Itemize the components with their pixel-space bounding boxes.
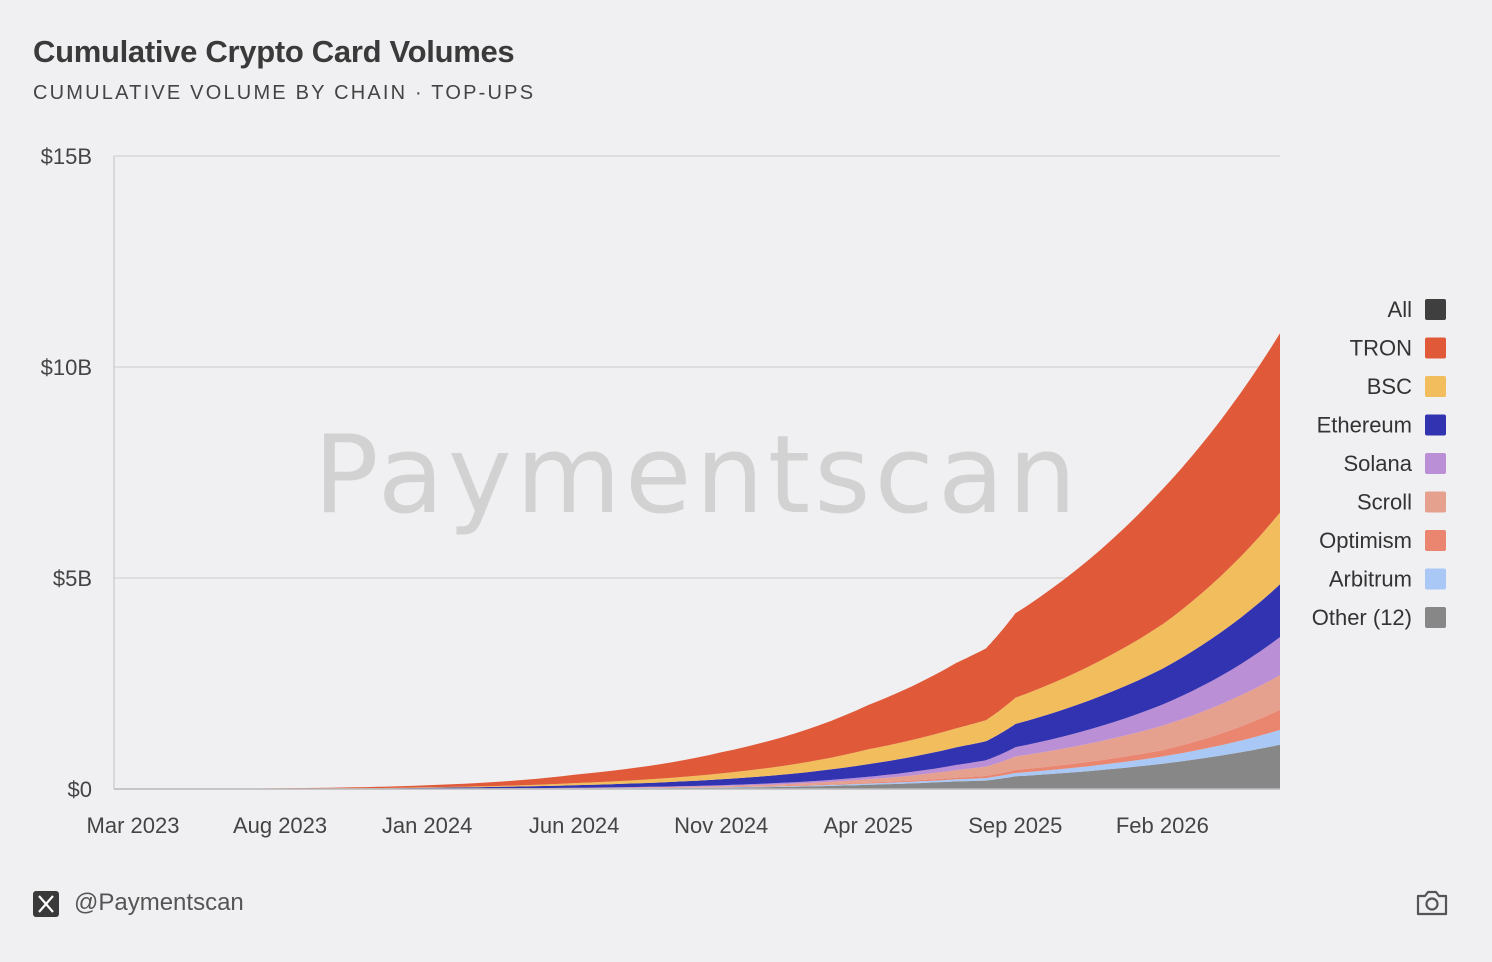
area-other-12[interactable] [133, 744, 1280, 789]
legend-swatch [1425, 337, 1446, 359]
legend-swatch [1425, 376, 1446, 397]
chart-title: Cumulative Crypto Card Volumes [33, 34, 515, 69]
legend[interactable]: All TRON BSC Ethereum Solana Scroll Optimism Ar… [1312, 297, 1446, 630]
legend-label: TRON [1350, 336, 1412, 361]
legend-swatch [1425, 453, 1446, 474]
legend-swatch [1425, 530, 1446, 551]
legend-label: Other (12) [1312, 605, 1412, 630]
series-areas [133, 333, 1280, 789]
legend-label: Solana [1343, 451, 1412, 476]
x-tick-label: Mar 2023 [87, 813, 180, 838]
y-tick-label: $0 [68, 777, 92, 802]
legend-swatch [1425, 299, 1446, 320]
y-tick-label: $5B [53, 566, 92, 591]
legend-item-optimism[interactable]: Optimism [1319, 528, 1446, 553]
x-tick-label: Sep 2025 [968, 813, 1062, 838]
x-tick-label: Aug 2023 [233, 813, 327, 838]
legend-item-ethereum[interactable]: Ethereum [1317, 413, 1446, 438]
legend-item-tron[interactable]: TRON [1350, 336, 1446, 361]
x-tick-label: Jun 2024 [529, 813, 620, 838]
legend-swatch [1425, 414, 1446, 436]
x-tick-label: Jan 2024 [382, 813, 473, 838]
legend-swatch [1425, 568, 1446, 590]
x-tick-label: Feb 2026 [1116, 813, 1209, 838]
legend-swatch [1425, 607, 1446, 628]
chart-subtitle: CUMULATIVE VOLUME BY CHAIN · TOP-UPS [33, 82, 536, 104]
axes: $0 $5B $10B $15B Mar 2023 Aug 2023 Jan 2024 Jun… [41, 144, 1280, 838]
legend-item-scroll[interactable]: Scroll [1357, 490, 1446, 515]
y-tick-label: $15B [41, 144, 92, 169]
legend-label: BSC [1367, 374, 1412, 399]
legend-label: Scroll [1357, 490, 1412, 515]
camera-icon[interactable] [1414, 886, 1450, 920]
legend-item-other-12[interactable]: Other (12) [1312, 605, 1446, 630]
area-ethereum[interactable] [133, 584, 1280, 789]
legend-item-arbitrum[interactable]: Arbitrum [1329, 567, 1446, 592]
legend-item-solana[interactable]: Solana [1343, 451, 1446, 476]
watermark: Paymentscan [313, 413, 1080, 538]
legend-item-all[interactable]: All [1388, 297, 1446, 322]
legend-label: Arbitrum [1329, 567, 1412, 592]
x-tick-label: Nov 2024 [674, 813, 768, 838]
area-tron[interactable] [133, 333, 1280, 789]
area-bsc[interactable] [133, 512, 1280, 789]
legend-item-bsc[interactable]: BSC [1367, 374, 1446, 399]
y-tick-label: $10B [41, 355, 92, 380]
legend-label: Ethereum [1317, 413, 1412, 438]
legend-label: All [1388, 297, 1412, 322]
footer-handle[interactable]: @Paymentscan [74, 889, 244, 916]
watermark-text: Paymentscan [313, 413, 1080, 538]
legend-swatch [1425, 491, 1446, 513]
x-logo-icon[interactable] [33, 891, 59, 917]
legend-label: Optimism [1319, 528, 1412, 553]
x-tick-label: Apr 2025 [824, 813, 913, 838]
